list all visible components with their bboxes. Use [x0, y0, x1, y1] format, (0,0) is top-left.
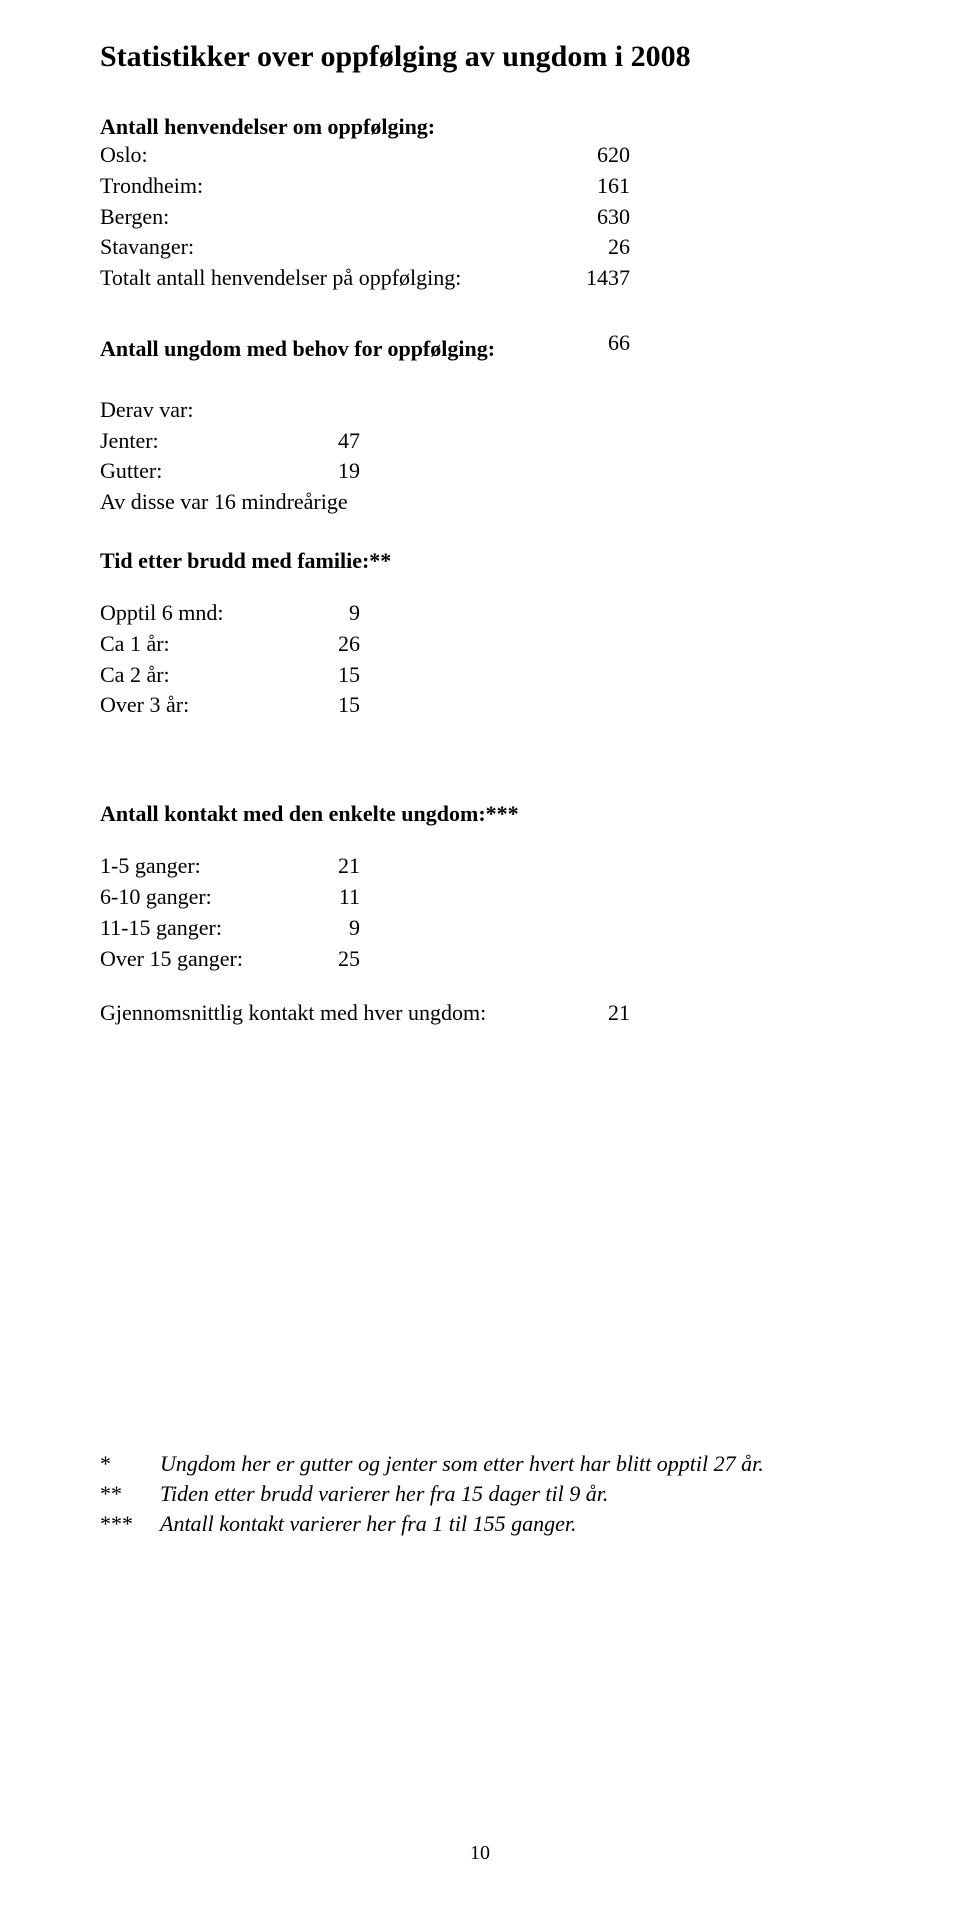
- footnote-text: Ungdom her er gutter og jenter som etter…: [160, 1449, 860, 1479]
- label: Oslo:: [100, 140, 560, 171]
- value: 9: [300, 913, 360, 944]
- label: Gutter:: [100, 456, 300, 487]
- row-need: Antall ungdom med behov for oppfølging: …: [100, 324, 860, 365]
- row-bergen: Bergen: 630: [100, 202, 860, 233]
- value: 630: [560, 202, 630, 233]
- brudd-block: Tid etter brudd med familie:** Opptil 6 …: [100, 548, 860, 721]
- value: 1437: [560, 263, 630, 294]
- row-over15: Over 15 ganger: 25: [100, 944, 860, 975]
- avg-value: 21: [540, 998, 630, 1029]
- note: Av disse var 16 mindreårige: [100, 487, 560, 518]
- row-1-5: 1-5 ganger: 21: [100, 851, 860, 882]
- label: Totalt antall henvendelser på oppfølging…: [100, 263, 560, 294]
- label: Stavanger:: [100, 232, 560, 263]
- row-3ar: Over 3 år: 15: [100, 690, 860, 721]
- need-block: Antall ungdom med behov for oppfølging: …: [100, 324, 860, 365]
- footnote-2: ** Tiden etter brudd varierer her fra 15…: [100, 1479, 860, 1509]
- value: 19: [300, 456, 360, 487]
- row-6mnd: Opptil 6 mnd: 9: [100, 598, 860, 629]
- label: Ca 1 år:: [100, 629, 300, 660]
- brudd-heading: Tid etter brudd med familie:**: [100, 548, 860, 574]
- row-6-10: 6-10 ganger: 11: [100, 882, 860, 913]
- inquiries-block: Antall henvendelser om oppfølging: Oslo:…: [100, 114, 860, 294]
- row-stavanger: Stavanger: 26: [100, 232, 860, 263]
- label: 6-10 ganger:: [100, 882, 300, 913]
- page-title: Statistikker over oppfølging av ungdom i…: [100, 40, 860, 74]
- footnote-text: Antall kontakt varierer her fra 1 til 15…: [160, 1509, 860, 1539]
- value: 25: [300, 944, 360, 975]
- value: 620: [560, 140, 630, 171]
- footnote-mark: **: [100, 1479, 160, 1509]
- derav-block: Derav var: Jenter: 47 Gutter: 19 Av diss…: [100, 395, 860, 518]
- value: 15: [300, 690, 360, 721]
- need-value: 66: [560, 324, 630, 365]
- footnotes: * Ungdom her er gutter og jenter som ett…: [100, 1449, 860, 1538]
- row-avg: Gjennomsnittlig kontakt med hver ungdom:…: [100, 998, 860, 1029]
- row-2ar: Ca 2 år: 15: [100, 660, 860, 691]
- row-gutter: Gutter: 19: [100, 456, 860, 487]
- label: Derav var:: [100, 395, 560, 426]
- label: Opptil 6 mnd:: [100, 598, 300, 629]
- value: 47: [300, 426, 360, 457]
- row-jenter: Jenter: 47: [100, 426, 860, 457]
- row-oslo: Oslo: 620: [100, 140, 860, 171]
- value: 9: [300, 598, 360, 629]
- label: Bergen:: [100, 202, 560, 233]
- value: 15: [300, 660, 360, 691]
- value: 26: [300, 629, 360, 660]
- derav-note: Av disse var 16 mindreårige: [100, 487, 860, 518]
- label: Jenter:: [100, 426, 300, 457]
- derav-heading: Derav var:: [100, 395, 860, 426]
- value: 161: [560, 171, 630, 202]
- label: Over 15 ganger:: [100, 944, 300, 975]
- need-label: Antall ungdom med behov for oppfølging:: [100, 334, 560, 365]
- footnote-1: * Ungdom her er gutter og jenter som ett…: [100, 1449, 860, 1479]
- label: Trondheim:: [100, 171, 560, 202]
- footnote-text: Tiden etter brudd varierer her fra 15 da…: [160, 1479, 860, 1509]
- avg-label: Gjennomsnittlig kontakt med hver ungdom:: [100, 998, 540, 1029]
- footnote-mark: *: [100, 1449, 160, 1479]
- row-1ar: Ca 1 år: 26: [100, 629, 860, 660]
- value: 26: [560, 232, 630, 263]
- label: 11-15 ganger:: [100, 913, 300, 944]
- footnote-3: *** Antall kontakt varierer her fra 1 ti…: [100, 1509, 860, 1539]
- row-trondheim: Trondheim: 161: [100, 171, 860, 202]
- value: 21: [300, 851, 360, 882]
- row-total: Totalt antall henvendelser på oppfølging…: [100, 263, 860, 294]
- label: Ca 2 år:: [100, 660, 300, 691]
- inquiries-heading: Antall henvendelser om oppfølging:: [100, 114, 860, 140]
- label: Over 3 år:: [100, 690, 300, 721]
- kontakt-block: Antall kontakt med den enkelte ungdom:**…: [100, 801, 860, 1029]
- label: 1-5 ganger:: [100, 851, 300, 882]
- value: 11: [300, 882, 360, 913]
- footnote-mark: ***: [100, 1509, 160, 1539]
- kontakt-heading: Antall kontakt med den enkelte ungdom:**…: [100, 801, 860, 827]
- page-number: 10: [0, 1842, 960, 1865]
- row-11-15: 11-15 ganger: 9: [100, 913, 860, 944]
